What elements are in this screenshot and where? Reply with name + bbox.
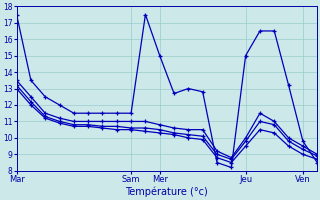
X-axis label: Température (°c): Température (°c)	[125, 187, 208, 197]
